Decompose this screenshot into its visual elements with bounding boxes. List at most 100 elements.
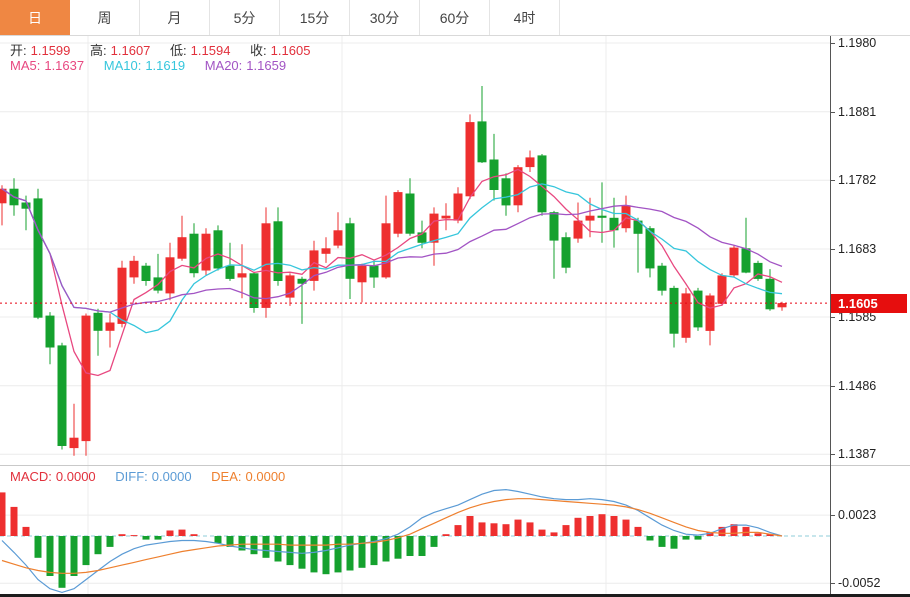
- candle-body-down: [189, 233, 199, 274]
- y-axis-line: [830, 36, 831, 595]
- macd-histogram-bar: [238, 536, 246, 551]
- candle-body-down: [33, 198, 43, 318]
- tab-4hour[interactable]: 4时: [490, 0, 560, 35]
- tab-60min[interactable]: 60分: [420, 0, 490, 35]
- price-axis: 1.1980 1.1881 1.1782 1.1683 1.1585 1.1486 1.13…: [830, 36, 910, 465]
- macd-histogram-bar: [622, 519, 630, 536]
- price-tick-label: 1.1980: [830, 35, 876, 51]
- candle-body-up: [69, 437, 79, 449]
- macd-histogram-bar: [442, 534, 450, 536]
- candle-body-down: [561, 237, 571, 268]
- macd-legend: MACD: 0.0000 DIFF: 0.0000 DEA: 0.0000: [10, 469, 289, 484]
- macd-histogram-bar: [154, 536, 162, 540]
- candle-body-up: [681, 293, 691, 338]
- ma20-value: 1.1659: [246, 58, 287, 73]
- macd-histogram-bar: [634, 526, 642, 536]
- candle-body-up: [81, 315, 91, 442]
- tick-mark: [830, 385, 835, 387]
- ma10-line: [1, 183, 783, 334]
- candle-body-up: [321, 248, 331, 254]
- macd-value-axis: 0.0023 -0.0052: [830, 466, 910, 595]
- candle-body-down: [501, 178, 511, 206]
- macd-histogram-bar: [226, 536, 234, 547]
- diff-label: DIFF:: [115, 469, 148, 484]
- candle-body-down: [753, 262, 763, 279]
- ohlc-legend: 开: 1.1599 高: 1.1607 低: 1.1594 收: 1.1605: [10, 40, 314, 59]
- macd-histogram-bar: [610, 516, 618, 536]
- macd-histogram-bar: [82, 536, 90, 566]
- macd-histogram-bar: [94, 536, 102, 555]
- tab-day[interactable]: 日: [0, 0, 70, 35]
- macd-histogram-bar: [334, 536, 342, 573]
- tick-mark: [830, 453, 835, 455]
- macd-histogram-bar: [490, 523, 498, 536]
- candle-body-down: [633, 220, 643, 234]
- candle-body-down: [609, 217, 619, 231]
- macd-histogram-bar: [70, 536, 78, 576]
- macd-histogram-bar: [106, 536, 114, 547]
- candle-body-down: [213, 230, 223, 269]
- low-label: 低:: [170, 43, 187, 58]
- macd-histogram-bar: [730, 524, 738, 536]
- macd-histogram-bar: [22, 526, 30, 536]
- candle-body-up: [729, 247, 739, 276]
- last-price-badge: 1.1605: [831, 294, 907, 313]
- open-label: 开:: [10, 43, 27, 58]
- macd-histogram-bar: [742, 526, 750, 536]
- candle-body-up: [525, 157, 535, 168]
- tab-month[interactable]: 月: [140, 0, 210, 35]
- candle-body-up: [513, 167, 523, 206]
- tab-15min[interactable]: 15分: [280, 0, 350, 35]
- candle-body-down: [741, 248, 751, 273]
- candle-body-down: [693, 290, 703, 328]
- candle-body-up: [585, 215, 595, 221]
- candle-body-down: [597, 215, 607, 218]
- macd-chart-canvas[interactable]: [0, 466, 830, 595]
- price-tick-label: 1.1585: [830, 309, 876, 325]
- candle-body-up: [105, 322, 115, 331]
- tab-30min[interactable]: 30分: [350, 0, 420, 35]
- diff-line: [1, 488, 783, 594]
- candle-body-down: [765, 278, 775, 310]
- candle-body-up: [201, 233, 211, 271]
- macd-histogram-bar: [538, 529, 546, 536]
- ma20-label: MA20:: [204, 58, 243, 73]
- tab-5min[interactable]: 5分: [210, 0, 280, 35]
- dea-value: 0.0000: [245, 469, 286, 484]
- panel-divider: [0, 465, 910, 466]
- macd-histogram-bar: [130, 535, 138, 537]
- candle-body-up: [333, 230, 343, 246]
- candlestick-chart-canvas[interactable]: [0, 36, 830, 465]
- macd-histogram-bar: [346, 536, 354, 571]
- macd-histogram-bar: [178, 529, 186, 536]
- candle-body-down: [21, 202, 31, 209]
- macd-histogram-bar: [550, 532, 558, 536]
- candle-body-down: [645, 228, 655, 269]
- timeframe-tabbar: 日周月 5分 15分 30分 60分 4时: [0, 0, 910, 36]
- close-value: 1.1605: [270, 43, 311, 58]
- open-value: 1.1599: [30, 43, 71, 58]
- macd-histogram-bar: [658, 536, 666, 547]
- ma5-value: 1.1637: [44, 58, 85, 73]
- price-tick-label: 1.1387: [830, 446, 876, 462]
- macd-histogram-bar: [214, 536, 222, 544]
- macd-histogram-bar: [418, 536, 426, 556]
- macd-tick-label: 0.0023: [830, 507, 876, 523]
- macd-histogram-bar: [322, 536, 330, 575]
- candle-body-up: [393, 192, 403, 234]
- macd-value: 0.0000: [55, 469, 96, 484]
- candle-body-up: [453, 193, 463, 221]
- macd-histogram-bar: [646, 536, 654, 541]
- macd-histogram-bar: [274, 536, 282, 562]
- candle-body-up: [357, 265, 367, 283]
- tick-mark: [830, 111, 835, 113]
- candle-body-up: [429, 213, 439, 243]
- ma10-label: MA10:: [103, 58, 142, 73]
- tab-week[interactable]: 周: [70, 0, 140, 35]
- low-value: 1.1594: [190, 43, 231, 58]
- macd-histogram-bar: [166, 530, 174, 536]
- macd-histogram-bar: [382, 536, 390, 562]
- macd-histogram-bar: [190, 534, 198, 536]
- macd-histogram-bar: [118, 534, 126, 536]
- macd-histogram-bar: [502, 524, 510, 536]
